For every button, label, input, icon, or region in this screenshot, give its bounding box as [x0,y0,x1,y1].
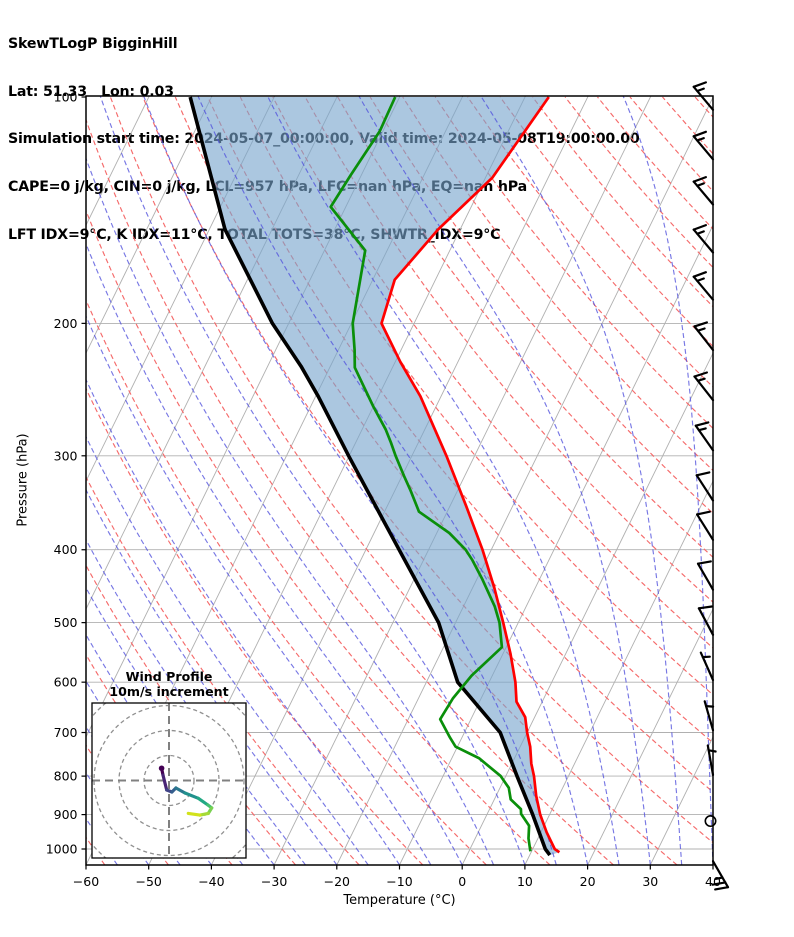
dewpoint-curve [329,96,532,852]
temperature-curve [380,96,561,854]
hodograph-title-line2: 10m/s increment [109,683,229,699]
x-tick-label: 40 [705,874,721,889]
wind-barb [693,371,715,402]
x-tick-label: 0 [458,874,466,889]
y-tick-label: 800 [54,769,78,784]
x-tick-label: −40 [198,874,224,889]
y-tick-label: 700 [54,725,78,740]
y-tick-label: 400 [54,542,78,557]
y-tick-label: 300 [54,448,78,463]
parcel-curve [188,96,552,857]
x-tick-label: 10 [517,874,533,889]
wind-barb [699,651,715,682]
wind-barb [692,81,715,111]
wind-barb [706,744,717,777]
x-tick-label: −30 [261,874,287,889]
hodograph-title-line1: Wind Profile [125,669,213,684]
wind-barb [692,224,715,254]
x-tick-label: −50 [136,874,162,889]
wind-barb [695,510,715,541]
wind-barb [697,605,715,636]
wind-barb [692,176,715,206]
hodograph-inset [91,702,247,859]
y-axis-title: Pressure (hPa) [15,433,31,527]
hodograph-title: Wind Profile 10m/s increment [109,669,229,699]
hodograph-trace-segment [174,786,187,795]
figure-title: SkewTLogP BigginHill [8,35,178,52]
x-tick-label: −10 [386,874,412,889]
hodograph-trace-segment [183,791,200,800]
y-tick-label: 600 [54,675,78,690]
plot-area [86,96,713,865]
x-tick-label: −60 [73,874,99,889]
x-axis-title: Temperature (°C) [343,893,456,908]
wind-barb [711,860,730,891]
cape-shaded-area [190,97,560,856]
y-tick-label: 900 [54,807,78,822]
wind-barb [696,560,715,591]
hodograph-border [91,702,247,859]
wind-barb [692,271,715,301]
x-tick-label: 20 [580,874,596,889]
wind-barb [692,130,715,161]
wind-barb [693,321,715,352]
wind-barb [694,421,715,452]
x-tick-label: −20 [324,874,350,889]
hodograph-trace-segment [161,773,169,792]
wind-barb-column [692,81,730,891]
y-tick-label: 200 [54,316,78,331]
y-tick-label: 100 [54,90,78,105]
hodograph-trace-segment [196,796,210,807]
calm-wind-circle [704,815,717,828]
y-tick-label: 1000 [46,842,78,857]
wind-barb [695,471,715,502]
y-tick-label: 500 [54,615,78,630]
hodograph-trace-segment [186,811,202,817]
x-tick-label: 30 [642,874,658,889]
wind-barb [703,700,715,732]
